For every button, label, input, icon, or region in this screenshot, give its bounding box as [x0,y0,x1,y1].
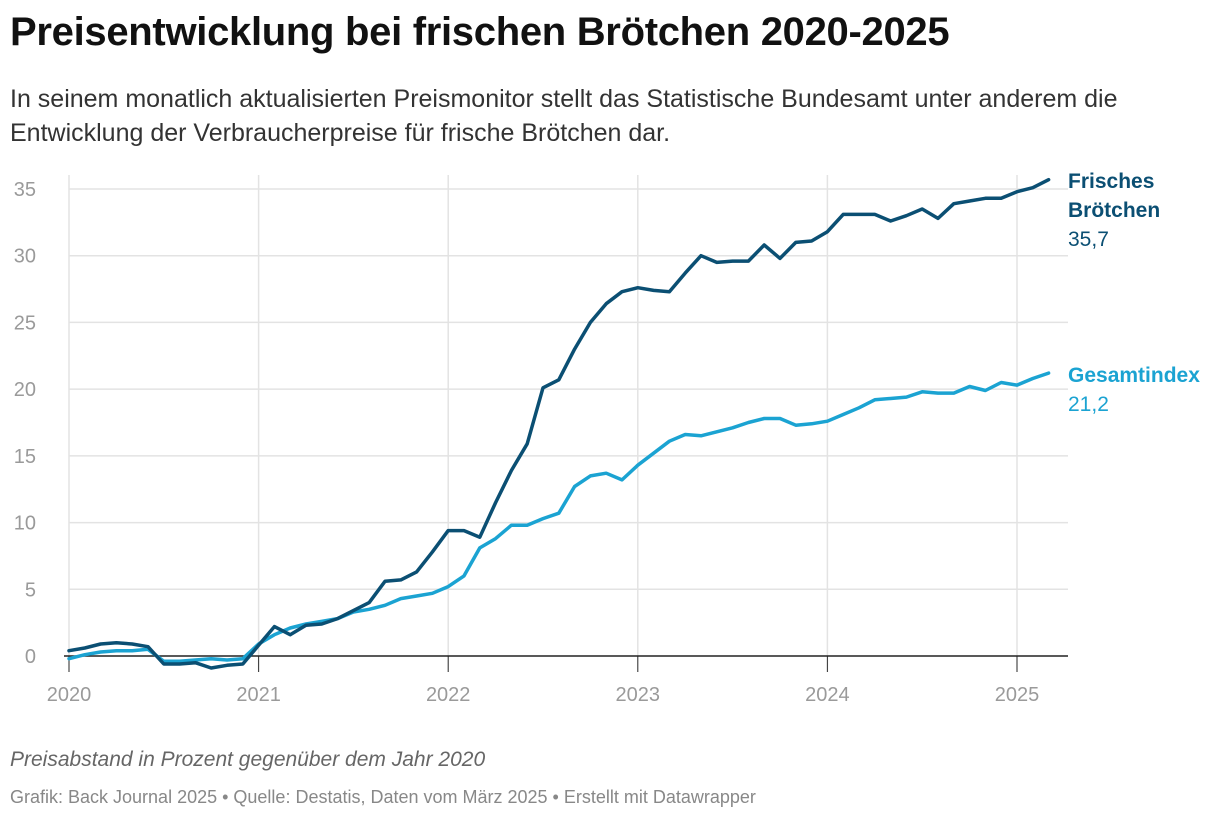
y-tick-label: 30 [14,246,36,268]
y-tick-label: 15 [14,446,36,468]
series-line-gesamtindex [67,371,1051,664]
y-tick-label: 20 [14,379,36,401]
series-label-frisches-br-tchen: Frisches [1068,170,1154,193]
series-label-frisches-br-tchen: Brötchen [1068,199,1160,222]
series-labels: Frisches Brötchen 35,7 Gesamtindex 21,2 [1068,170,1200,416]
chart-grid [68,175,1068,672]
y-tick-label: 10 [14,513,36,535]
chart-lines [67,177,1051,670]
x-tick-label: 2021 [236,684,281,706]
y-tick-label: 35 [14,179,36,201]
x-tick-label: 2023 [616,684,661,706]
x-tick-label: 2020 [47,684,92,706]
series-end-value-frisches-br-tchen: 35,7 [1068,228,1109,251]
x-tick-label: 2022 [426,684,471,706]
series-line-frisches-br-tchen [67,177,1051,670]
x-tick-label: 2024 [805,684,850,706]
series-label-gesamtindex: Gesamtindex [1068,364,1200,387]
chart-source: Grafik: Back Journal 2025 • Quelle: Dest… [10,787,756,807]
series-end-value-gesamtindex: 21,2 [1068,393,1109,416]
y-tick-label: 0 [25,646,36,668]
x-tick-label: 2025 [995,684,1040,706]
chart-note: Preisabstand in Prozent gegenüber dem Ja… [10,748,486,771]
chart-subtitle: In seinem monatlich aktualisierten Preis… [10,85,1118,147]
y-tick-label: 5 [25,579,36,601]
chart-title: Preisentwicklung bei frischen Brötchen 2… [10,10,950,54]
y-tick-label: 25 [14,312,36,334]
